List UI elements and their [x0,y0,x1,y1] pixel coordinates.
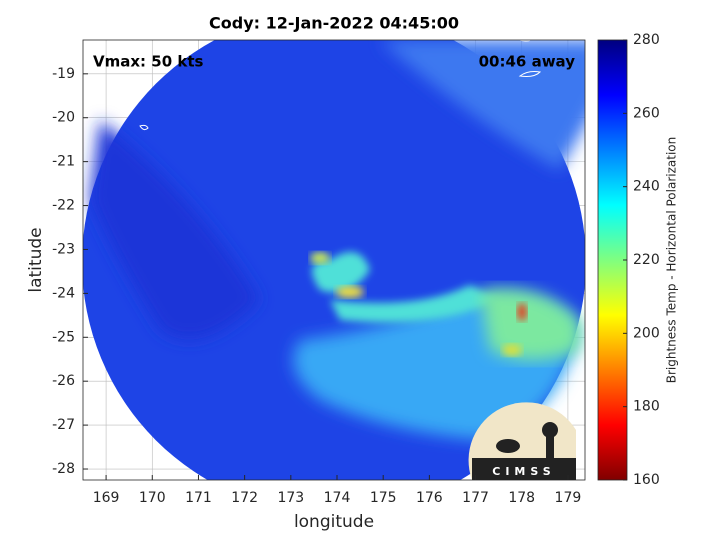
cimss-logo: CIMSS [468,402,576,480]
y-axis-label: latitude [26,227,46,292]
colorbar-tick-label: 160 [633,472,660,488]
colorbar [597,39,628,481]
x-tick-label: 178 [508,490,535,506]
title: Cody: 12-Jan-2022 04:45:00 [209,14,459,33]
y-tick-label: -21 [52,154,75,170]
x-tick-label: 177 [462,490,489,506]
x-tick-label: 170 [139,490,166,506]
x-tick-label: 175 [370,490,397,506]
x-axis-label: longitude [294,512,374,532]
y-tick-label: -22 [52,198,75,214]
plot-frame [82,39,586,481]
colorbar-tick-label: 180 [633,399,660,415]
colorbar-tick-label: 220 [633,252,660,268]
y-tick-label: -23 [52,241,75,257]
colorbar-tick-label: 280 [633,32,660,48]
y-tick-label: -26 [52,373,75,389]
y-tick-label: -25 [52,329,75,345]
x-tick-label: 174 [324,490,351,506]
x-tick-label: 179 [555,490,582,506]
time-annotation: 00:46 away [479,53,576,71]
x-tick-label: 172 [231,490,258,506]
y-tick-label: -27 [52,417,75,433]
x-tick-label: 171 [185,490,212,506]
vmax-annotation: Vmax: 50 kts [93,53,203,71]
y-tick-label: -28 [52,461,75,477]
y-tick-label: -19 [52,66,75,82]
colorbar-label: Brightness Temp - Horizontal Polarizatio… [665,137,679,384]
x-tick-label: 173 [277,490,304,506]
colorbar-tick-label: 240 [633,179,660,195]
colorbar-tick-label: 260 [633,105,660,121]
logo-text: CIMSS [492,465,555,478]
y-tick-label: -20 [52,110,75,126]
satellite-image [83,40,585,480]
x-tick-label: 169 [93,490,120,506]
x-tick-label: 176 [416,490,443,506]
y-tick-label: -24 [52,285,75,301]
colorbar-tick-label: 200 [633,325,660,341]
